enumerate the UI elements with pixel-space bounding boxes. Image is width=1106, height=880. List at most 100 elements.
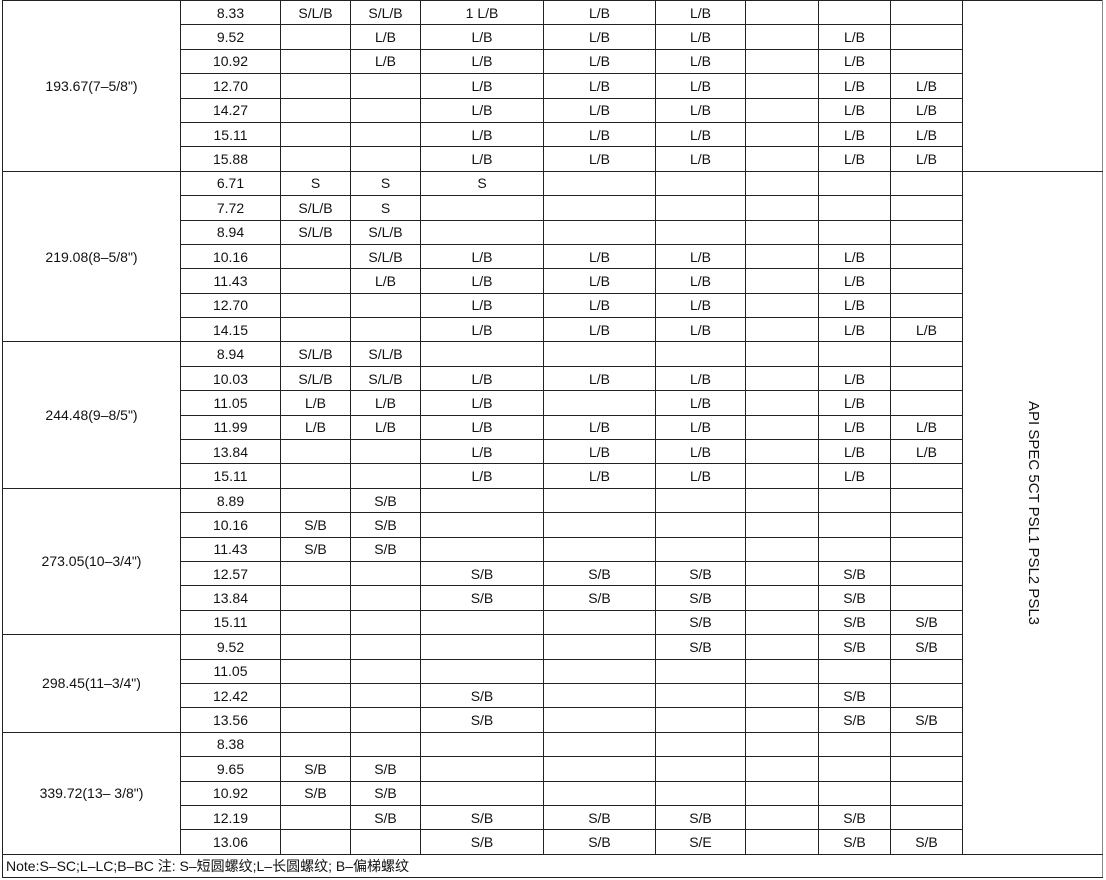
thread-type-cell: S/L/B xyxy=(350,341,421,367)
thread-type-cell xyxy=(543,780,656,806)
thread-type-cell: L/B xyxy=(543,268,656,294)
thread-type-cell: L/B xyxy=(818,48,891,75)
thread-type-cell: L/B xyxy=(543,317,656,343)
thread-type-cell xyxy=(280,121,351,148)
thread-type-cell xyxy=(543,609,656,636)
wall-thickness-cell: 14.27 xyxy=(180,97,281,123)
thread-type-cell xyxy=(350,292,421,319)
thread-type-cell xyxy=(420,341,544,367)
thread-type-cell xyxy=(745,658,819,684)
thread-type-cell: S/B xyxy=(655,585,746,611)
thread-type-cell xyxy=(745,121,819,148)
thread-type-cell: S/B xyxy=(350,487,421,514)
thread-type-cell xyxy=(280,97,351,123)
thread-type-cell xyxy=(890,268,963,294)
table-row: 15.11 L/B L/B L/B L/B L/B xyxy=(3,121,1103,148)
thread-type-cell xyxy=(280,829,351,855)
thread-type-cell xyxy=(420,658,544,684)
thread-type-cell: L/B xyxy=(655,0,746,26)
thread-type-cell: S/B xyxy=(818,682,891,709)
thread-type-cell xyxy=(350,658,421,684)
table-row: 14.15 L/B L/B L/B L/B L/B xyxy=(3,317,1103,343)
thread-type-cell: L/B xyxy=(543,24,656,50)
thread-type-cell: L/B xyxy=(543,243,656,270)
thread-type-cell xyxy=(745,414,819,441)
wall-thickness-cell: 8.38 xyxy=(180,731,281,758)
thread-type-cell xyxy=(280,463,351,489)
thread-type-cell xyxy=(890,365,963,392)
thread-type-cell xyxy=(350,707,421,733)
thread-type-cell xyxy=(745,634,819,660)
thread-type-cell: L/B xyxy=(655,390,746,416)
thread-type-cell xyxy=(350,121,421,148)
thread-type-cell xyxy=(420,609,544,636)
thread-type-cell xyxy=(818,536,891,562)
thread-type-cell xyxy=(280,73,351,99)
wall-thickness-cell: 9.52 xyxy=(180,24,281,50)
thread-type-cell: S/B xyxy=(818,560,891,587)
thread-type-cell: S/B xyxy=(818,634,891,660)
thread-type-cell: S/L/B xyxy=(280,0,351,26)
thread-type-cell xyxy=(280,707,351,733)
thread-type-cell: L/B xyxy=(818,24,891,50)
thread-type-cell xyxy=(543,487,656,514)
thread-type-cell xyxy=(745,707,819,733)
casing-size-cell: 193.67(7–5/8") xyxy=(2,0,181,172)
thread-type-cell xyxy=(745,682,819,709)
thread-type-cell: S/B xyxy=(890,634,963,660)
thread-type-cell: L/B xyxy=(420,463,544,489)
wall-thickness-cell: 15.88 xyxy=(180,146,281,172)
thread-type-cell: L/B xyxy=(420,97,544,123)
wall-thickness-cell: 11.99 xyxy=(180,414,281,441)
thread-type-cell xyxy=(543,707,656,733)
thread-type-cell xyxy=(350,560,421,587)
thread-type-cell: L/B xyxy=(543,97,656,123)
wall-thickness-cell: 8.94 xyxy=(180,219,281,245)
thread-type-cell xyxy=(655,195,746,221)
table-row: 10.16 S/L/B L/B L/B L/B L/B xyxy=(3,243,1103,270)
thread-type-cell xyxy=(655,682,746,709)
thread-type-cell xyxy=(745,268,819,294)
thread-type-cell xyxy=(890,585,963,611)
thread-type-cell xyxy=(543,390,656,416)
spec-label: API SPEC 5CT PSL1 PSL2 PSL3 xyxy=(1024,400,1042,625)
thread-type-cell xyxy=(745,512,819,538)
thread-type-cell xyxy=(280,609,351,636)
thread-type-cell xyxy=(818,756,891,782)
thread-type-cell: L/B xyxy=(818,463,891,489)
thread-type-cell: L/B xyxy=(818,292,891,319)
wall-thickness-cell: 10.16 xyxy=(180,243,281,270)
thread-type-cell xyxy=(280,560,351,587)
thread-type-cell xyxy=(280,292,351,319)
thread-type-cell: S/B xyxy=(818,585,891,611)
table-row: 11.05 xyxy=(3,658,1103,684)
thread-type-cell xyxy=(655,707,746,733)
thread-type-cell: L/B xyxy=(543,73,656,99)
thread-type-cell: S/B xyxy=(543,804,656,831)
thread-type-cell xyxy=(350,146,421,172)
thread-type-cell: S/B xyxy=(420,585,544,611)
thread-type-cell xyxy=(745,536,819,562)
note-text: Note:S–SC;L–LC;B–BC 注: S–短圆螺纹;L–长圆螺纹; B–… xyxy=(2,853,1103,878)
thread-type-cell xyxy=(350,439,421,465)
thread-type-cell xyxy=(890,536,963,562)
thread-type-cell: S/B xyxy=(543,560,656,587)
thread-type-cell: L/B xyxy=(420,268,544,294)
thread-type-cell xyxy=(350,634,421,660)
thread-type-cell: L/B xyxy=(280,414,351,441)
thread-type-cell: S/B xyxy=(543,585,656,611)
thread-type-cell xyxy=(420,512,544,538)
thread-type-cell xyxy=(280,243,351,270)
note-row: Note:S–SC;L–LC;B–BC 注: S–短圆螺纹;L–长圆螺纹; B–… xyxy=(2,853,1103,878)
table-row: 193.67(7–5/8") 8.33 S/L/B S/L/B 1 L/B L/B L/B xyxy=(2,0,1103,172)
thread-type-cell: L/B xyxy=(543,292,656,319)
thread-type-cell: S/B xyxy=(280,536,351,562)
thread-type-cell: L/B xyxy=(818,121,891,148)
thread-type-cell xyxy=(745,487,819,514)
thread-type-cell: L/B xyxy=(655,317,746,343)
thread-type-cell xyxy=(745,48,819,75)
thread-type-cell xyxy=(280,634,351,660)
thread-type-cell xyxy=(890,463,963,489)
thread-type-cell: L/B xyxy=(655,414,746,441)
